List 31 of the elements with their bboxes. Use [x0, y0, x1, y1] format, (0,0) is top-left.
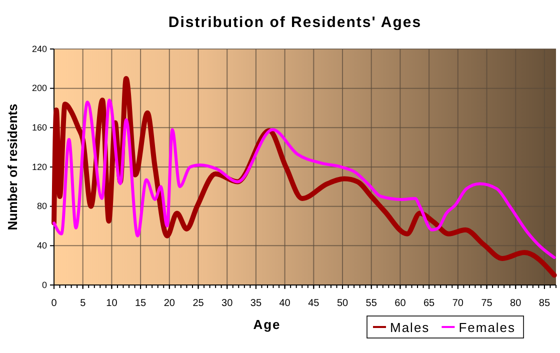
- x-tick-label: 15: [134, 298, 147, 309]
- x-tick-label: 35: [250, 298, 262, 309]
- x-tick-label: 80: [510, 298, 522, 309]
- x-tick-label: 70: [452, 298, 464, 309]
- chart-title: Distribution of Residents' Ages: [168, 14, 422, 31]
- y-tick-label: 120: [32, 162, 47, 172]
- y-tick-label: 0: [42, 280, 47, 290]
- y-tick-label: 200: [32, 83, 47, 94]
- x-tick-label: 5: [80, 298, 86, 309]
- x-tick-label: 25: [192, 298, 204, 309]
- x-tick-label: 60: [394, 298, 406, 309]
- x-tick-label: 10: [106, 298, 118, 309]
- legend-label: Males: [390, 320, 430, 335]
- y-tick-label: 40: [36, 240, 47, 251]
- x-tick-label: 65: [423, 298, 436, 309]
- x-tick-label: 20: [164, 298, 176, 309]
- x-tick-label: 75: [481, 298, 493, 309]
- y-axis-title: Number of residents: [5, 104, 20, 230]
- x-tick-label: 45: [308, 298, 320, 309]
- line-series: [52, 98, 556, 259]
- y-tick-label: 80: [36, 201, 47, 212]
- x-tick-label: 55: [366, 298, 378, 309]
- x-tick-label: 30: [222, 298, 234, 309]
- x-tick-label: 50: [336, 298, 349, 309]
- x-tick-label: 0: [51, 298, 58, 309]
- x-axis-title: Age: [253, 317, 281, 332]
- legend-label: Females: [458, 320, 516, 335]
- y-tick-label: 160: [32, 122, 47, 133]
- y-tick-label: 240: [32, 44, 47, 54]
- x-tick-label: 85: [538, 298, 550, 309]
- x-tick-label: 40: [279, 298, 291, 309]
